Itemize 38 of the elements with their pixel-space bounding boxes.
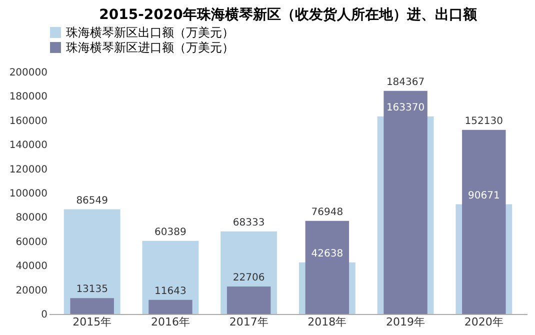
data-label: 68333 bbox=[232, 217, 265, 228]
y-tick-label: 80000 bbox=[16, 212, 48, 224]
bar bbox=[148, 300, 192, 314]
y-tick-label: 120000 bbox=[9, 164, 48, 176]
y-tick-label: 60000 bbox=[16, 236, 48, 248]
data-label: 152130 bbox=[464, 116, 503, 127]
bar bbox=[305, 220, 350, 314]
legend-label: 珠海横琴新区进口额（万美元） bbox=[66, 40, 234, 54]
x-tick-label: 2016年 bbox=[150, 316, 190, 328]
y-tick-label: 160000 bbox=[9, 116, 48, 127]
bar bbox=[226, 286, 271, 314]
x-tick-label: 2017年 bbox=[229, 316, 268, 328]
y-tick-label: 140000 bbox=[9, 140, 48, 152]
bar bbox=[462, 130, 506, 314]
y-tick-label: 20000 bbox=[16, 285, 48, 296]
legend-label: 珠海横琴新区出口额（万美元） bbox=[66, 26, 234, 40]
data-label: 184367 bbox=[386, 76, 425, 88]
y-tick-label: 40000 bbox=[16, 261, 48, 272]
bar bbox=[70, 298, 114, 314]
data-label: 163370 bbox=[386, 102, 425, 114]
bar bbox=[384, 90, 428, 314]
y-tick-label: 200000 bbox=[9, 68, 48, 78]
data-label: 22706 bbox=[232, 272, 265, 284]
x-tick-label: 2018年 bbox=[308, 316, 347, 328]
chart-title: 2015-2020年珠海横琴新区（收发货人所在地）进、出口额 bbox=[99, 6, 478, 23]
data-label: 86549 bbox=[76, 195, 108, 206]
data-label: 42638 bbox=[311, 248, 344, 260]
y-tick-label: 0 bbox=[41, 310, 48, 320]
y-tick-label: 100000 bbox=[9, 188, 48, 200]
data-label: 11643 bbox=[154, 286, 186, 297]
data-label: 90671 bbox=[468, 190, 500, 202]
x-tick-label: 2020年 bbox=[464, 316, 504, 328]
data-label: 60389 bbox=[154, 226, 186, 238]
y-tick-label: 180000 bbox=[9, 92, 48, 103]
data-label: 13135 bbox=[76, 284, 108, 296]
x-tick-label: 2019年 bbox=[386, 316, 426, 328]
x-tick-label: 2015年 bbox=[72, 316, 112, 328]
data-label: 76948 bbox=[311, 206, 344, 218]
